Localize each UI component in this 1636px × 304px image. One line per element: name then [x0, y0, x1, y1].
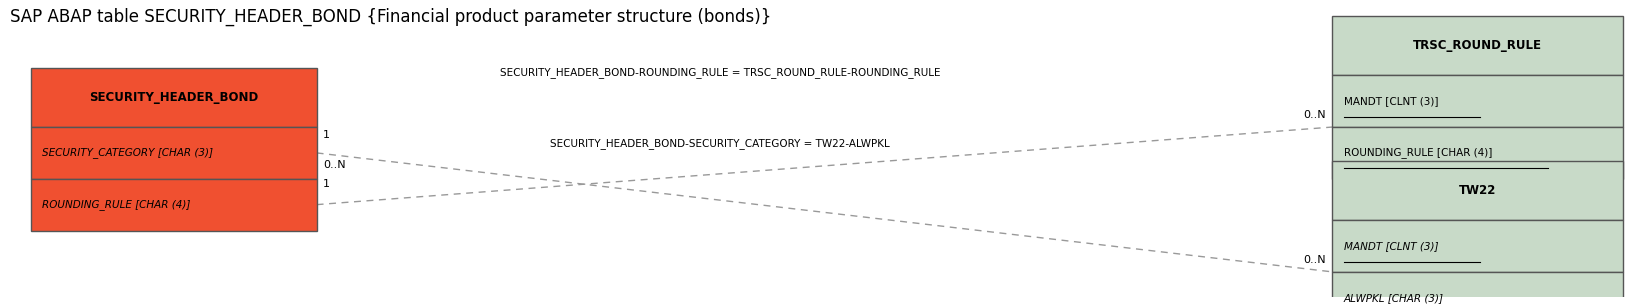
- Text: MANDT [CLNT (3)]: MANDT [CLNT (3)]: [1343, 96, 1438, 106]
- Text: ALWPKL [CHAR (3)]: ALWPKL [CHAR (3)]: [1343, 293, 1445, 303]
- Bar: [1332, 272, 1623, 304]
- Text: SECURITY_HEADER_BOND: SECURITY_HEADER_BOND: [88, 91, 258, 104]
- Text: ROUNDING_RULE [CHAR (4)]: ROUNDING_RULE [CHAR (4)]: [43, 199, 191, 210]
- Bar: [1332, 127, 1623, 179]
- Text: SAP ABAP table SECURITY_HEADER_BOND {Financial product parameter structure (bond: SAP ABAP table SECURITY_HEADER_BOND {Fin…: [10, 7, 771, 26]
- Text: SECURITY_HEADER_BOND-ROUNDING_RULE = TRSC_ROUND_RULE-ROUNDING_RULE: SECURITY_HEADER_BOND-ROUNDING_RULE = TRS…: [499, 67, 941, 78]
- Text: SECURITY_HEADER_BOND-SECURITY_CATEGORY = TW22-ALWPKL: SECURITY_HEADER_BOND-SECURITY_CATEGORY =…: [550, 138, 890, 149]
- Bar: [1332, 220, 1623, 272]
- Text: 1: 1: [324, 179, 330, 189]
- Bar: [1332, 16, 1623, 75]
- Text: TRSC_ROUND_RULE: TRSC_ROUND_RULE: [1414, 39, 1543, 52]
- Bar: [1332, 75, 1623, 127]
- Text: 0..N: 0..N: [1304, 255, 1325, 265]
- Text: TW22: TW22: [1459, 184, 1497, 197]
- Text: ROUNDING_RULE [CHAR (4)]: ROUNDING_RULE [CHAR (4)]: [1343, 147, 1492, 158]
- Bar: [1332, 161, 1623, 220]
- Text: MANDT [CLNT (3)]: MANDT [CLNT (3)]: [1343, 241, 1438, 251]
- Bar: [31, 127, 317, 179]
- Bar: [31, 68, 317, 127]
- Text: 0..N: 0..N: [324, 160, 345, 170]
- Text: 1: 1: [324, 130, 330, 140]
- Text: 0..N: 0..N: [1304, 110, 1325, 120]
- Text: SECURITY_CATEGORY [CHAR (3)]: SECURITY_CATEGORY [CHAR (3)]: [43, 147, 213, 158]
- Bar: [31, 179, 317, 230]
